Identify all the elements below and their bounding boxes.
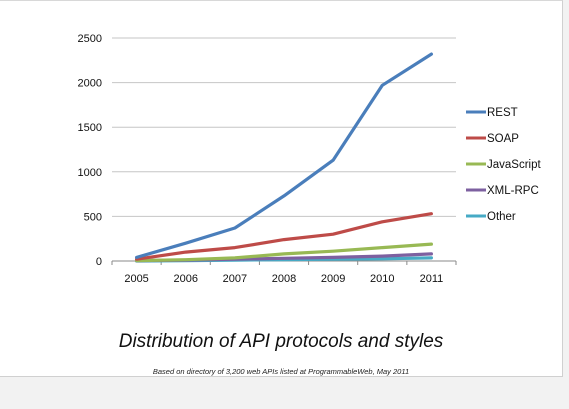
y-tick-label: 1000 bbox=[78, 167, 102, 179]
series-line-soap bbox=[135, 212, 433, 261]
legend-label: Other bbox=[487, 211, 516, 223]
series-lines bbox=[135, 52, 433, 263]
x-tick-label: 2011 bbox=[420, 273, 444, 285]
line-chart: 0 500 1000 1500 2000 2500 2005 2006 2007 2008 2009… bbox=[78, 33, 542, 285]
y-tick-label: 2000 bbox=[78, 78, 102, 90]
x-tick-label: 2010 bbox=[370, 273, 394, 285]
y-tick-label: 500 bbox=[84, 211, 102, 223]
chart-frame: 0 500 1000 1500 2000 2500 2005 2006 2007 2008 2009… bbox=[0, 0, 563, 377]
grid-lines bbox=[112, 37, 456, 217]
x-tick-label: 2009 bbox=[321, 273, 345, 285]
x-tick-label: 2005 bbox=[124, 273, 148, 285]
source-note: Based on directory of 3,200 web APIs lis… bbox=[152, 367, 410, 376]
y-tick-label: 2500 bbox=[78, 33, 102, 45]
legend-label: SOAP bbox=[487, 133, 519, 145]
x-tick-label: 2007 bbox=[223, 273, 247, 285]
y-tick-label: 1500 bbox=[78, 122, 102, 134]
series-line-rest bbox=[135, 52, 433, 259]
legend-label: REST bbox=[487, 107, 518, 119]
x-tick-label: 2006 bbox=[173, 273, 197, 285]
x-tick-label: 2008 bbox=[272, 273, 296, 285]
legend: REST SOAP JavaScript XML-RPC Other bbox=[466, 107, 541, 223]
series-line-javascript bbox=[135, 242, 433, 263]
legend-label: JavaScript bbox=[487, 159, 541, 171]
legend-label: XML-RPC bbox=[487, 185, 539, 197]
y-tick-label: 0 bbox=[96, 256, 102, 268]
chart-caption: Distribution of API protocols and styles bbox=[118, 331, 444, 352]
